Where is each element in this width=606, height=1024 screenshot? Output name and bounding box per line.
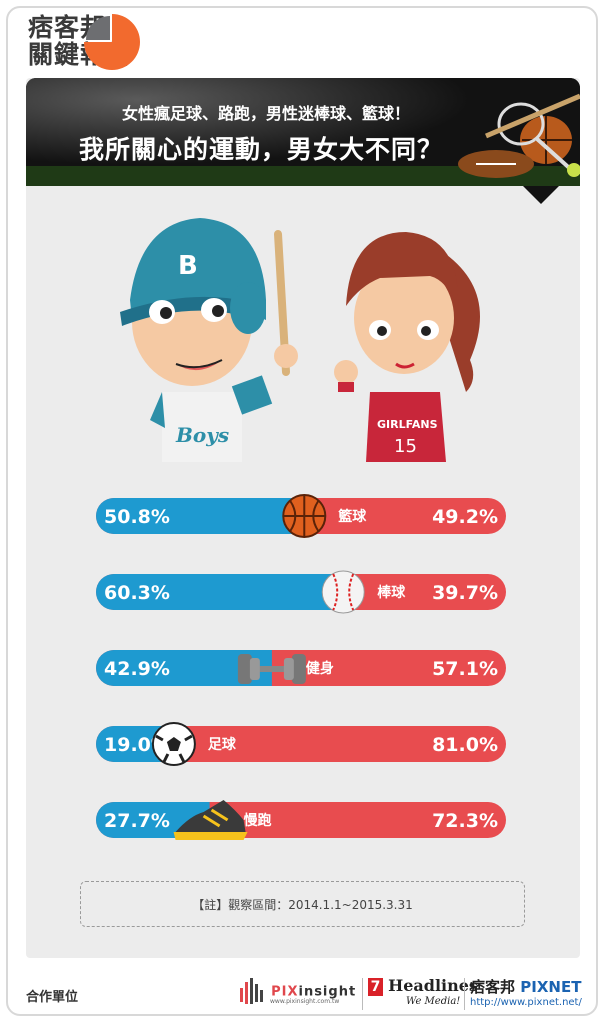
pixnet-en-name: PIXNET [520,978,582,996]
pixnet-cn-name: 痞客邦 [470,978,516,996]
running-shoe-icon [173,800,248,840]
basketball-icon [282,494,327,538]
category-label: 足球 [208,736,237,753]
pixnet-logo[interactable]: 痞客邦 PIXNET http://www.pixnet.net/ [470,976,582,1008]
value-label-male: 50.8% [104,506,170,528]
banner-title: 我所關心的運動，男女大不同？ [78,135,443,164]
bar-male-2 [96,650,272,686]
partners-label: 合作單位 [26,990,79,1005]
7headlines-logo[interactable]: 7 Headlines We Media! [368,976,478,1007]
boy-character-icon: B Boys [120,218,298,462]
observation-note: 【註】觀察區間：2014.1.1~2015.3.31 [192,897,413,912]
pixinsight-logo[interactable]: PIXinsight www.pixinsight.com.tw [240,976,356,1005]
baseball-icon [321,570,365,614]
banner-pointer [523,186,559,204]
value-label-female: 57.1% [432,658,498,680]
characters-illustration: B Boys GIRLFANS 15 [120,218,480,462]
soccer-ball-icon [151,722,196,766]
pixinsight-bars-icon [240,978,263,1004]
value-label-male: 42.9% [104,658,170,680]
girl-shirt-number: 15 [394,436,417,457]
bar-female-3 [96,726,506,762]
7headlines-name: Headlines [388,976,478,995]
girl-character-icon: GIRLFANS 15 [334,232,480,462]
value-label-female: 49.2% [432,506,498,528]
value-label-male: 27.7% [104,810,170,832]
category-label: 健身 [306,660,334,677]
value-label-female: 81.0% [432,734,498,756]
boy-shirt-text: Boys [175,423,229,447]
value-label-male: 60.3% [104,582,170,604]
bar-male-1 [96,574,344,610]
observation-note-box: 【註】觀察區間：2014.1.1~2015.3.31 [80,881,525,927]
sports-equipment-icon [458,93,580,178]
category-label: 棒球 [377,584,406,601]
pixnet-url: http://www.pixnet.net/ [470,997,582,1008]
girl-shirt-text: GIRLFANS [377,418,438,431]
dumbbell-icon [237,654,306,684]
footer-divider [362,978,363,1010]
category-label: 籃球 [337,508,367,525]
pixinsight-brand-b: insight [298,984,357,1000]
bar-male-0 [96,498,305,534]
value-label-female: 72.3% [432,810,498,832]
footer-divider [464,978,465,1010]
7headlines-number: 7 [368,978,383,996]
pie-logo-icon [84,14,140,70]
category-label: 慢跑 [244,812,272,829]
7headlines-tagline: We Media! [406,996,461,1007]
boy-cap-letter: B [178,251,198,281]
pixinsight-url: www.pixinsight.com.tw [270,998,340,1005]
title-banner: 女性瘋足球、路跑，男性迷棒球、籃球！ 我所關心的運動，男女大不同？ [26,78,580,186]
pixinsight-brand-a: PIX [271,984,299,1000]
banner-subtitle: 女性瘋足球、路跑，男性迷棒球、籃球！ [121,104,410,123]
value-label-female: 39.7% [432,582,498,604]
